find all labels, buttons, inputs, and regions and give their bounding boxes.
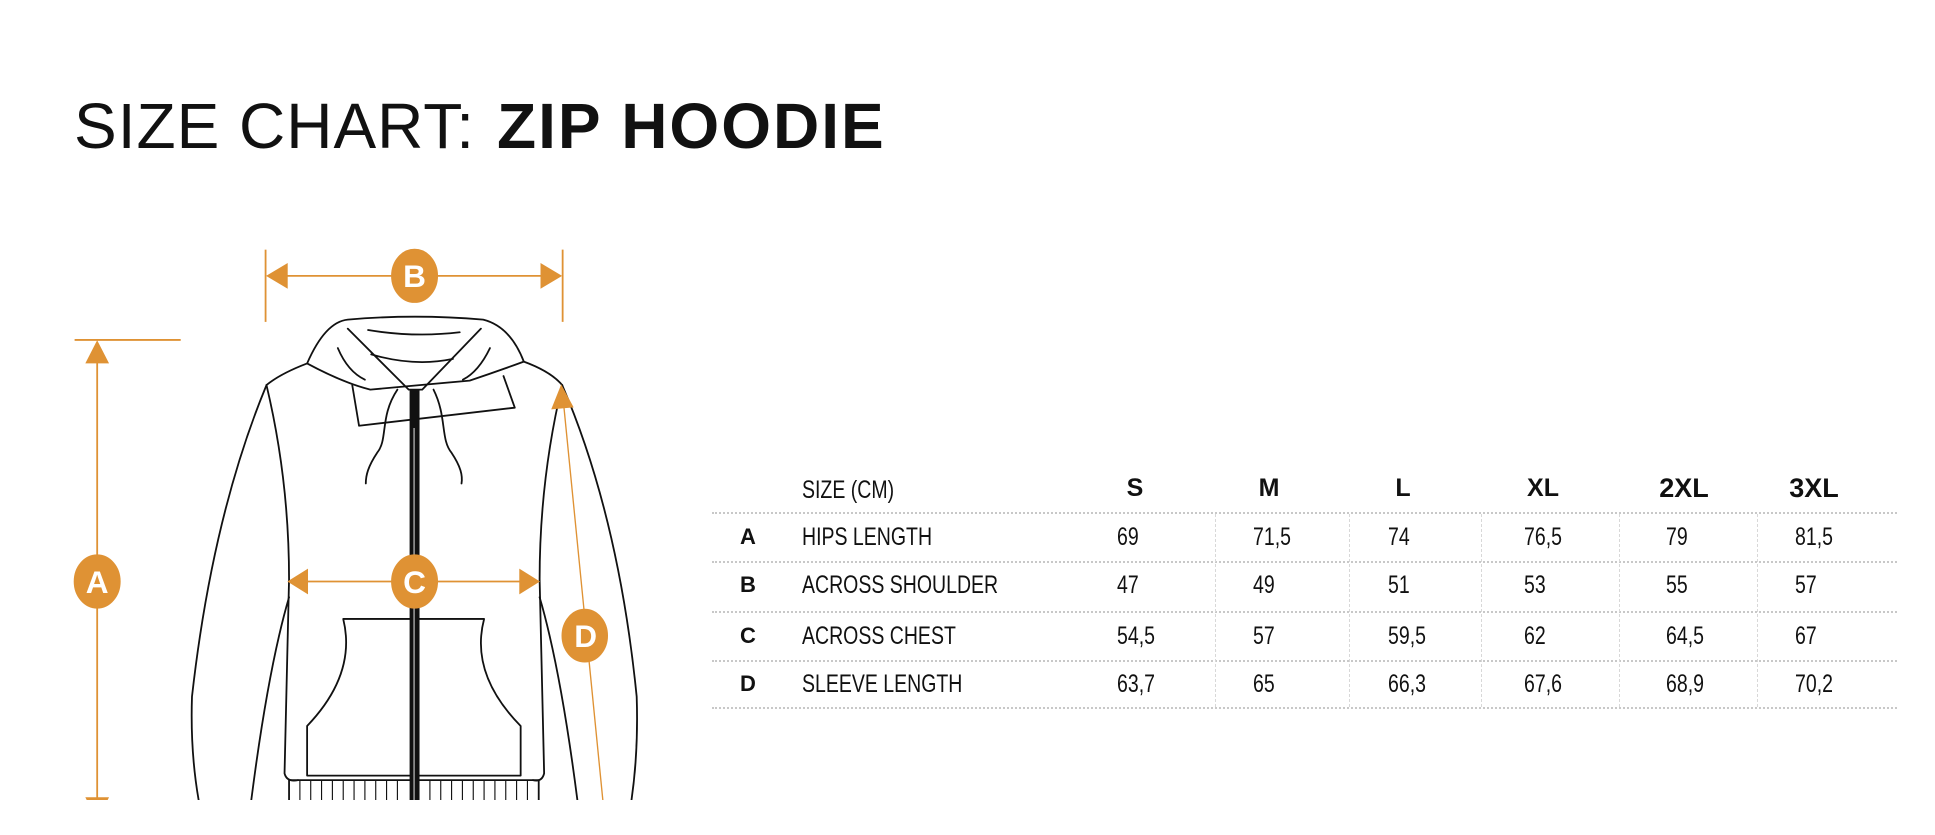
size-header-m: M xyxy=(1258,474,1280,502)
size-header-2xl: 2XL xyxy=(1659,473,1709,503)
row-key: A xyxy=(740,524,756,549)
column-divider xyxy=(1349,514,1350,707)
table-cell: 74 xyxy=(1388,523,1410,551)
marker-c: C xyxy=(403,564,426,600)
table-cell: 49 xyxy=(1253,571,1275,599)
table-cell: 57 xyxy=(1795,571,1817,599)
column-divider xyxy=(1215,514,1216,707)
table-cell: 66,3 xyxy=(1388,670,1426,698)
table-cell: 79 xyxy=(1666,523,1688,551)
row-divider xyxy=(712,561,1897,563)
table-cell: 63,7 xyxy=(1117,670,1155,698)
row-label: HIPS LENGTH xyxy=(802,523,933,551)
row-label: ACROSS SHOULDER xyxy=(802,571,999,599)
table-cell: 70,2 xyxy=(1795,670,1833,698)
row-label: ACROSS CHEST xyxy=(802,622,956,650)
table-cell: 64,5 xyxy=(1666,622,1704,650)
measure-a xyxy=(73,339,181,800)
column-divider xyxy=(1619,514,1620,707)
table-cell: 67 xyxy=(1795,622,1817,650)
table-cell: 55 xyxy=(1666,571,1688,599)
table-cell: 81,5 xyxy=(1795,523,1833,551)
row-divider xyxy=(712,707,1897,709)
table-cell: 71,5 xyxy=(1253,523,1291,551)
table-cell: 65 xyxy=(1253,670,1275,698)
hoodie-diagram: A B C D xyxy=(73,248,638,800)
table-cell: 76,5 xyxy=(1524,523,1562,551)
size-header-s: S xyxy=(1126,474,1144,502)
size-header-xl: XL xyxy=(1527,474,1559,502)
table-cell: 62 xyxy=(1524,622,1546,650)
marker-a: A xyxy=(86,564,109,600)
table-cell: 51 xyxy=(1388,571,1410,599)
column-divider xyxy=(1757,514,1758,707)
size-header-3xl: 3XL xyxy=(1789,473,1839,503)
table-cell: 67,6 xyxy=(1524,670,1562,698)
measure-d xyxy=(551,384,609,800)
measure-b xyxy=(264,248,564,322)
row-divider xyxy=(712,660,1897,662)
table-cell: 59,5 xyxy=(1388,622,1426,650)
page-title: SIZE CHART: ZIP HOODIE xyxy=(74,88,886,164)
column-divider xyxy=(1481,514,1482,707)
row-key: B xyxy=(740,572,756,597)
table-cell: 69 xyxy=(1117,523,1139,551)
measure-c xyxy=(287,554,540,609)
marker-d: D xyxy=(574,618,597,654)
table-cell: 53 xyxy=(1524,571,1546,599)
row-label: SLEEVE LENGTH xyxy=(802,670,963,698)
table-cell: 68,9 xyxy=(1666,670,1704,698)
row-key: C xyxy=(740,623,756,648)
title-product: ZIP HOODIE xyxy=(497,90,886,162)
table-cell: 54,5 xyxy=(1117,622,1155,650)
size-header-label: SIZE (CM) xyxy=(802,476,895,504)
table-cell: 47 xyxy=(1117,571,1139,599)
row-key: D xyxy=(740,671,756,696)
table-cell: 57 xyxy=(1253,622,1275,650)
title-prefix: SIZE CHART: xyxy=(74,90,475,162)
size-header-l: L xyxy=(1395,474,1411,502)
row-divider xyxy=(712,611,1897,613)
marker-b: B xyxy=(403,258,426,294)
row-divider xyxy=(712,512,1897,514)
